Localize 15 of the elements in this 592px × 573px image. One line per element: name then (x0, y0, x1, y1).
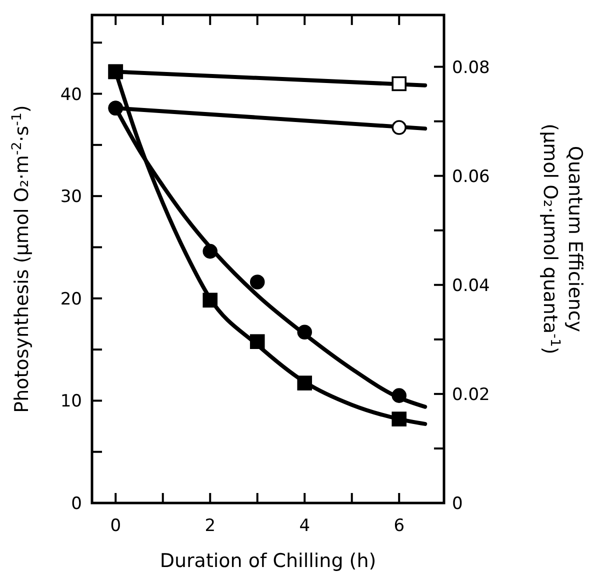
y2-tick-label: 0.04 (452, 276, 490, 296)
y-tick-label: 10 (60, 392, 82, 412)
x-tick-label: 4 (299, 516, 310, 536)
y-tick-label: 20 (60, 289, 82, 310)
y-tick-label: 40 (60, 84, 82, 105)
y-tick-label: 30 (60, 187, 82, 208)
y2-tick-label: 0.02 (452, 384, 490, 405)
y2-tick-label: 0.06 (452, 166, 490, 187)
x-tick-label: 0 (110, 516, 122, 536)
y2-tick-label: 0 (452, 494, 463, 514)
y-tick-label: 0 (71, 494, 82, 514)
x-tick-label: 6 (394, 516, 405, 536)
x-tick-label: 2 (204, 516, 216, 536)
x-axis-title: Duration of Chilling (h) (160, 550, 376, 572)
y2-tick-label: 0.08 (452, 58, 490, 78)
